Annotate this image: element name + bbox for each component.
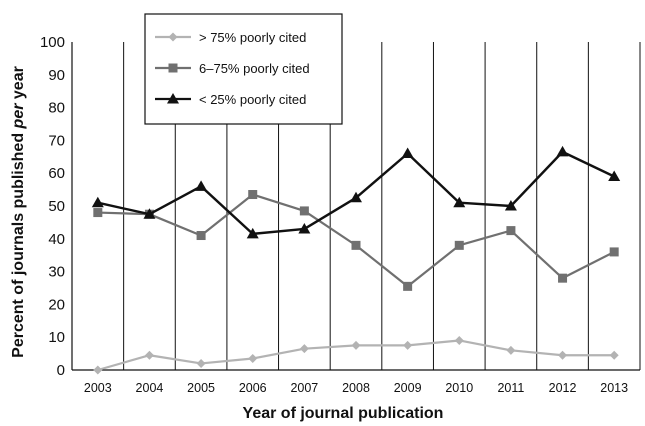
point-triangle-2009	[401, 147, 414, 159]
point-triangle-2006	[246, 227, 259, 239]
legend-label-diamond: > 75% poorly cited	[199, 30, 306, 45]
point-triangle-2010	[453, 196, 466, 208]
legend-label-square: 6–75% poorly cited	[199, 61, 310, 76]
series-lines	[91, 145, 621, 375]
legend: > 75% poorly cited 6–75% poorly cited < 25…	[144, 13, 343, 125]
point-triangle-2007	[298, 222, 311, 234]
x-axis-label: Year of journal publication	[243, 405, 444, 422]
y-axis-label: Percent of journals published per year	[10, 66, 27, 358]
y-axis-label-part-2: per	[10, 103, 27, 130]
point-triangle-2005	[195, 180, 208, 191]
y-axis-label-part-1: Percent of journals published	[10, 128, 27, 357]
legend-marker-diamond	[168, 32, 178, 42]
point-triangle-2008	[350, 191, 362, 203]
y-tick-label-50: 50	[48, 198, 65, 215]
point-diamond-2012	[558, 350, 568, 360]
point-triangle-2012	[556, 145, 569, 157]
y-tick-label-90: 90	[48, 67, 65, 84]
y-tick-label-100: 100	[40, 34, 65, 51]
y-axis-label-part-3: year	[10, 66, 27, 103]
point-diamond-2007	[299, 344, 309, 354]
x-tick-label-2012: 2012	[549, 381, 577, 395]
point-triangle-2013	[608, 170, 621, 181]
point-diamond-2010	[454, 335, 464, 345]
point-triangle-2004	[143, 208, 156, 219]
point-triangle-2003	[91, 196, 104, 208]
point-diamond-2006	[248, 354, 258, 364]
x-tick-label-2010: 2010	[445, 381, 473, 395]
x-tick-label-2005: 2005	[187, 381, 215, 395]
series-diamond	[93, 335, 619, 375]
point-diamond-2009	[403, 340, 413, 350]
x-tick-label-2008: 2008	[342, 381, 370, 395]
y-tick-label-10: 10	[48, 329, 65, 346]
x-tick-label-2007: 2007	[290, 381, 318, 395]
x-tick-label-2009: 2009	[394, 381, 422, 395]
x-tick-label-2004: 2004	[136, 381, 164, 395]
point-square-2009	[403, 281, 413, 291]
point-square-2006	[248, 190, 258, 200]
y-tick-label-80: 80	[48, 100, 65, 117]
y-tick-label-60: 60	[48, 165, 65, 182]
y-tick-label-20: 20	[48, 296, 65, 313]
y-tick-label-70: 70	[48, 132, 65, 149]
point-square-2008	[351, 240, 361, 250]
y-tick-label-0: 0	[57, 362, 65, 379]
x-tick-label-2011: 2011	[497, 381, 524, 395]
point-diamond-2004	[144, 350, 154, 360]
legend-marker-triangle	[167, 93, 179, 104]
point-diamond-2011	[506, 345, 516, 355]
point-square-2013	[609, 247, 619, 257]
x-tick-labels: 2003 2004 2005 2006 2007 2008 2009 2010 2011 2012…	[84, 381, 628, 395]
x-tick-label-2013: 2013	[600, 381, 628, 395]
point-square-2007	[299, 206, 309, 216]
x-tick-label-2006: 2006	[239, 381, 267, 395]
point-diamond-2008	[351, 340, 361, 350]
x-tick-label-2003: 2003	[84, 381, 112, 395]
point-diamond-2003	[93, 365, 103, 375]
y-tick-label-40: 40	[48, 231, 65, 248]
y-tick-label-30: 30	[48, 264, 65, 281]
point-triangle-2011	[504, 200, 517, 211]
y-tick-labels: 0 10 20 30 40 50 60 70 80 90 100	[40, 34, 65, 379]
point-square-2010	[454, 240, 464, 250]
point-square-2003	[93, 208, 103, 218]
point-diamond-2013	[609, 350, 619, 360]
point-square-2011	[506, 226, 516, 236]
axes	[71, 42, 640, 371]
point-square-2005	[196, 231, 206, 241]
legend-marker-square	[168, 63, 178, 73]
point-square-2012	[558, 273, 568, 283]
series-square	[93, 190, 619, 291]
series-triangle	[91, 145, 621, 239]
legend-label-triangle: < 25% poorly cited	[199, 92, 306, 107]
point-diamond-2005	[196, 358, 206, 368]
